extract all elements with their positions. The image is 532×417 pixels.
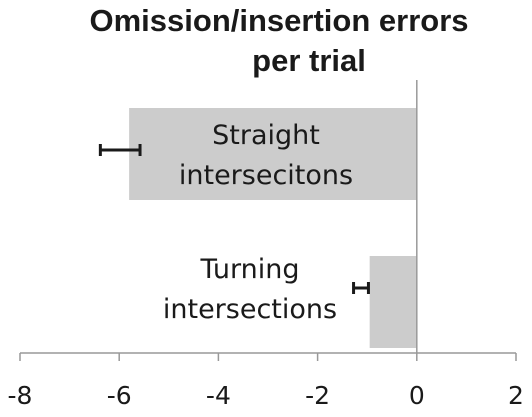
chart-title-line-2: per trial: [252, 43, 366, 78]
x-tick-label-0: -8: [8, 381, 33, 410]
x-tick-label-1: -6: [107, 381, 132, 410]
category-label-1-0: Turning: [200, 254, 300, 285]
x-tick-label-3: -2: [305, 381, 330, 410]
category-label-1-1: intersections: [163, 294, 337, 325]
bar-1: [369, 256, 417, 348]
chart-title-line-1: Omission/insertion errors: [90, 3, 469, 38]
x-tick-label-5: 2: [508, 381, 524, 410]
category-label-0-1: intersecitons: [179, 160, 353, 191]
x-tick-label-4: 0: [409, 381, 425, 410]
x-tick-label-2: -4: [206, 381, 231, 410]
category-label-0-0: Straight: [212, 120, 320, 151]
bar-0: [129, 108, 417, 200]
